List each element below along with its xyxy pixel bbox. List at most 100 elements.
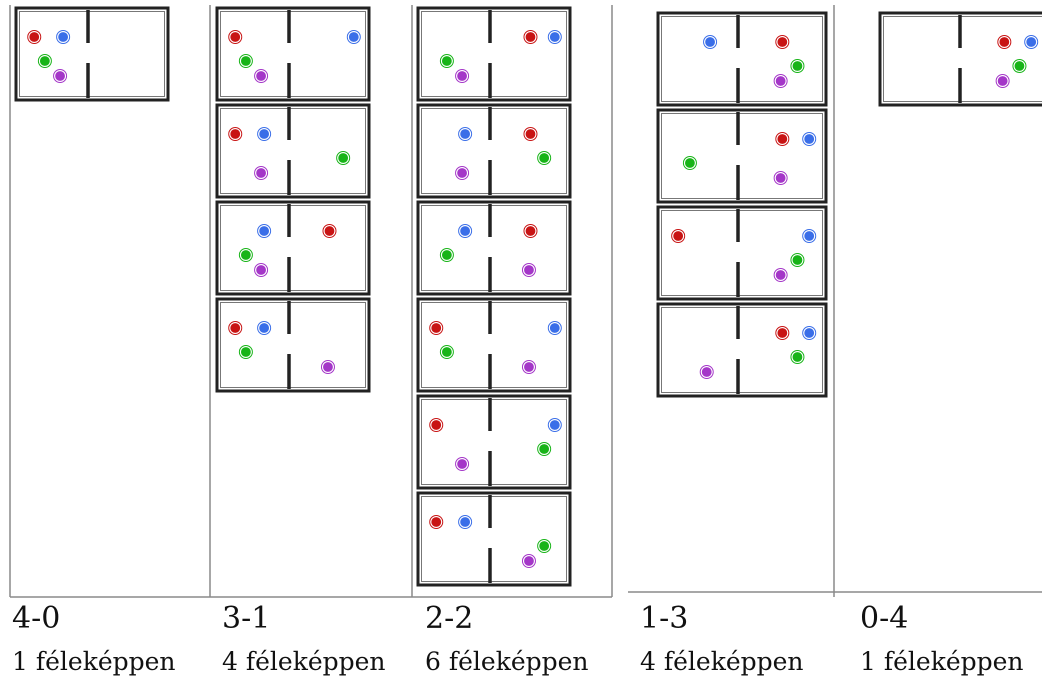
purple-ball (996, 74, 1009, 88)
red-ball (776, 326, 789, 340)
blue-ball-rim (346, 30, 361, 44)
box-outer-frame (14, 6, 170, 102)
red-ball-rim (997, 35, 1012, 49)
green-ball (239, 248, 252, 262)
red-ball-rim (775, 35, 790, 49)
green-ball-rim (238, 54, 253, 68)
box-outer-frame (215, 6, 371, 102)
arrangement-box (14, 6, 170, 102)
box-inner-frame (421, 205, 567, 291)
arrangement-box (416, 200, 572, 296)
blue-ball-rim (547, 418, 562, 432)
purple-ball (455, 166, 469, 180)
green-ball (538, 539, 551, 553)
red-ball (524, 127, 537, 141)
green-ball (538, 442, 551, 456)
blue-ball-rim (547, 30, 562, 44)
red-ball (229, 30, 242, 44)
column-count-3-1: 4 féleképpen (222, 647, 386, 676)
arrangement-box (656, 108, 828, 204)
purple-ball-rim (773, 268, 788, 282)
red-ball-rim (228, 321, 243, 335)
box-inner-frame (220, 11, 366, 97)
blue-ball (459, 515, 472, 529)
blue-ball (258, 224, 271, 238)
box-inner-frame (421, 11, 567, 97)
purple-ball (455, 457, 469, 471)
blue-ball (57, 30, 70, 44)
green-ball (440, 248, 453, 262)
red-ball (998, 35, 1011, 49)
red-ball (28, 30, 41, 44)
purple-ball-rim (773, 74, 788, 88)
blue-ball (803, 132, 816, 146)
purple-ball (53, 69, 67, 83)
column-count-1-3: 4 féleképpen (640, 647, 804, 676)
green-ball-rim (37, 54, 52, 68)
column-label-0-4: 0-4 (860, 601, 909, 636)
green-ball-rim (238, 345, 253, 359)
green-ball-rim (439, 54, 454, 68)
red-ball-rim (429, 418, 444, 432)
blue-ball-rim (458, 224, 473, 238)
red-ball-rim (27, 30, 42, 44)
box-grid (14, 6, 1042, 587)
blue-ball (548, 418, 561, 432)
red-ball-rim (523, 224, 538, 238)
red-ball-rim (228, 30, 243, 44)
box-outer-frame (416, 297, 572, 393)
blue-ball (703, 35, 717, 49)
red-ball-rim (523, 127, 538, 141)
box-inner-frame (421, 496, 567, 582)
green-ball (239, 54, 252, 68)
arrangement-box (215, 103, 371, 199)
blue-ball-rim (458, 515, 473, 529)
purple-ball (455, 69, 469, 83)
red-ball (229, 321, 242, 335)
blue-ball-rim (257, 127, 272, 141)
purple-ball-rim (773, 171, 788, 185)
blue-ball-rim (257, 321, 272, 335)
green-ball-rim (790, 59, 805, 73)
green-ball-rim (439, 345, 454, 359)
box-inner-frame (661, 210, 823, 296)
box-outer-frame (416, 200, 572, 296)
blue-ball-rim (1024, 35, 1039, 49)
red-ball (524, 30, 537, 44)
red-ball-rim (429, 515, 444, 529)
purple-ball-rim (455, 166, 470, 180)
box-outer-frame (656, 11, 828, 107)
red-ball-rim (671, 229, 686, 243)
green-ball-rim (439, 248, 454, 262)
box-inner-frame (421, 302, 567, 388)
green-ball-rim (336, 151, 351, 165)
red-ball (672, 229, 685, 243)
box-inner-frame (220, 108, 366, 194)
box-inner-frame (661, 307, 823, 393)
column-count-2-2: 6 féleképpen (425, 647, 589, 676)
box-outer-frame (416, 6, 572, 102)
green-ball (440, 54, 453, 68)
red-ball-rim (429, 321, 444, 335)
arrangement-box (416, 6, 572, 102)
red-ball-rim (322, 224, 337, 238)
column-label-3-1: 3-1 (222, 601, 271, 636)
red-ball (229, 127, 242, 141)
green-ball-rim (682, 156, 697, 170)
red-ball (430, 321, 443, 335)
box-inner-frame (19, 11, 165, 97)
box-outer-frame (656, 205, 828, 301)
purple-ball (522, 263, 536, 277)
blue-ball-rim (56, 30, 71, 44)
column-label-4-0: 4-0 (12, 601, 61, 636)
purple-ball-rim (320, 360, 335, 374)
red-ball-rim (775, 326, 790, 340)
blue-ball (548, 321, 561, 335)
purple-ball (774, 268, 787, 282)
blue-ball (258, 321, 271, 335)
red-ball (430, 515, 443, 529)
blue-ball (258, 127, 271, 141)
purple-ball-rim (455, 457, 470, 471)
red-ball (430, 418, 443, 432)
box-outer-frame (416, 491, 572, 587)
